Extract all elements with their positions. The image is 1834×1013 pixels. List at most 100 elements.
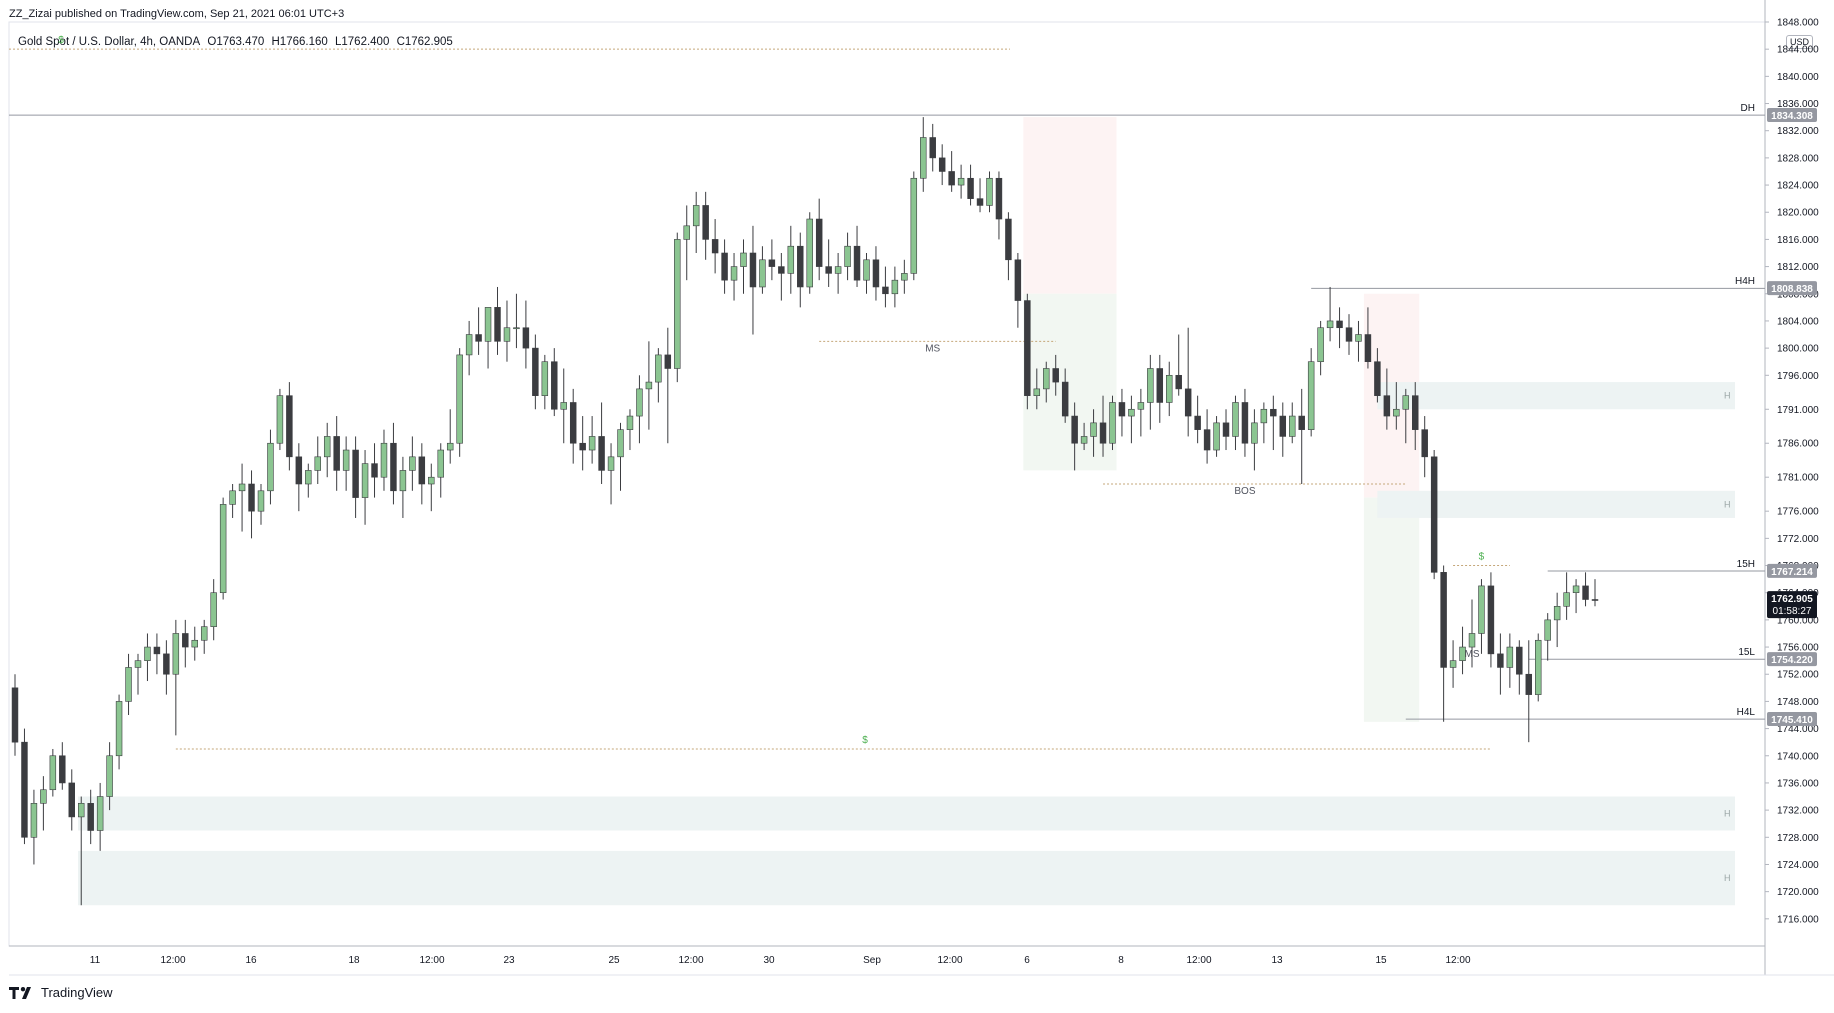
level-name-label: DH xyxy=(1741,103,1755,114)
candle-down xyxy=(11,687,19,743)
candle-up xyxy=(1563,592,1570,607)
candle-up xyxy=(1289,415,1296,437)
last-price-value: 1762.905 xyxy=(1771,594,1813,605)
candle-up xyxy=(276,395,284,444)
candle-down xyxy=(1071,415,1078,444)
currency-badge[interactable]: USD xyxy=(1786,35,1814,49)
price-tick-label: 1720.000 xyxy=(1777,887,1819,898)
candle-up xyxy=(1232,402,1239,437)
price-tick-label: 1772.000 xyxy=(1777,534,1819,545)
candle-up xyxy=(96,796,104,831)
candle-up xyxy=(1506,646,1514,668)
candle-up xyxy=(1317,327,1324,363)
candle-up xyxy=(409,456,416,471)
candle-down xyxy=(1175,374,1182,390)
candle-down xyxy=(68,782,75,818)
candle-up xyxy=(1553,605,1561,621)
price-tick-label: 1848.000 xyxy=(1777,18,1819,29)
time-tick-label: 12:00 xyxy=(937,955,962,966)
candle-down xyxy=(87,803,94,831)
candle-up xyxy=(144,646,151,661)
candle-down xyxy=(1270,408,1277,417)
ohlc-open: O1763.470 xyxy=(207,36,265,48)
candle-up xyxy=(323,436,331,458)
liquidity-zone xyxy=(1377,382,1735,410)
candle-up xyxy=(1449,660,1457,668)
symbol-name: Gold Spot / U.S. Dollar, 4h, OANDA xyxy=(18,36,201,48)
candle-down xyxy=(1061,381,1069,417)
candle-up xyxy=(901,273,908,281)
candle-down xyxy=(995,177,1003,220)
candle-up xyxy=(49,755,57,791)
discount-shade xyxy=(1023,293,1117,471)
time-tick-label: Sep xyxy=(863,955,881,966)
candle-down xyxy=(1430,456,1438,573)
candle-up xyxy=(1147,368,1154,403)
candle-up xyxy=(1166,374,1173,403)
symbol-legend: Gold Spot / U.S. Dollar, 4h, OANDA O1763… xyxy=(18,36,457,48)
candle-up xyxy=(1307,361,1315,430)
candle-up xyxy=(1468,633,1476,648)
ohlc-high: H1766.160 xyxy=(271,36,328,48)
candle-up xyxy=(1137,402,1145,410)
candle-down xyxy=(797,245,804,288)
candle-up xyxy=(986,177,993,206)
liquidity-zone xyxy=(78,796,1735,831)
candle-up xyxy=(920,137,927,179)
price-tick-label: 1776.000 xyxy=(1777,507,1819,518)
time-tick-label: 12:00 xyxy=(678,955,703,966)
time-tick-label: 6 xyxy=(1024,955,1030,966)
candle-up xyxy=(219,504,227,594)
zone-label: H xyxy=(1724,873,1731,883)
footer-brand[interactable]: TradingView xyxy=(9,985,113,1000)
price-tick-label: 1732.000 xyxy=(1777,806,1819,817)
candle-down xyxy=(825,266,832,274)
price-tick-label: 1800.000 xyxy=(1777,344,1819,355)
candle-up xyxy=(1260,408,1268,424)
structure-label: BOS xyxy=(1234,486,1255,497)
candle-up xyxy=(674,239,681,369)
price-tick-label: 1828.000 xyxy=(1777,153,1819,164)
candle-up xyxy=(787,245,795,274)
candle-up xyxy=(1043,368,1050,390)
zone-label: H xyxy=(1724,391,1731,401)
candle-up xyxy=(957,177,965,186)
time-tick-label: 8 xyxy=(1118,955,1124,966)
candle-up xyxy=(134,660,142,668)
candle-up xyxy=(191,639,198,648)
candle-up xyxy=(1213,422,1220,451)
candle-up xyxy=(361,463,369,498)
candle-down xyxy=(1052,368,1059,383)
candle-down xyxy=(929,137,936,159)
zone-label: H xyxy=(1724,809,1731,819)
premium-shade xyxy=(1023,117,1117,294)
time-tick-label: 23 xyxy=(503,955,515,966)
candle-down xyxy=(664,354,672,369)
candle-up xyxy=(844,245,851,267)
candle-up xyxy=(863,259,870,281)
candle-up xyxy=(1402,395,1410,410)
candle-down xyxy=(938,157,946,172)
candle-up xyxy=(314,456,321,471)
price-tick-label: 1804.000 xyxy=(1777,316,1819,327)
candle-up xyxy=(210,592,217,627)
ohlc-close: C1762.905 xyxy=(396,36,453,48)
price-tick-label: 1836.000 xyxy=(1777,99,1819,110)
candle-up xyxy=(1033,388,1041,396)
candle-down xyxy=(749,252,757,288)
candle-down xyxy=(1525,673,1533,695)
zone-label: H xyxy=(1724,499,1731,509)
price-tick-label: 1752.000 xyxy=(1777,670,1819,681)
candle-down xyxy=(702,205,709,240)
price-label-box xyxy=(1767,712,1817,727)
candle-up xyxy=(891,279,899,295)
candle-up xyxy=(1535,639,1542,695)
price-tick-label: 1756.000 xyxy=(1777,643,1819,654)
candle-up xyxy=(740,252,747,267)
candle-up xyxy=(1090,422,1097,437)
time-tick-label: 15 xyxy=(1375,955,1387,966)
candle-down xyxy=(418,456,426,485)
candle-down xyxy=(1298,415,1305,430)
